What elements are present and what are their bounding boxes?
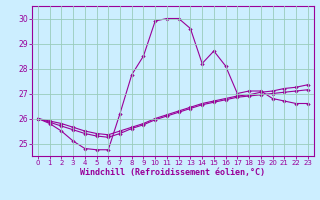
- X-axis label: Windchill (Refroidissement éolien,°C): Windchill (Refroidissement éolien,°C): [80, 168, 265, 177]
